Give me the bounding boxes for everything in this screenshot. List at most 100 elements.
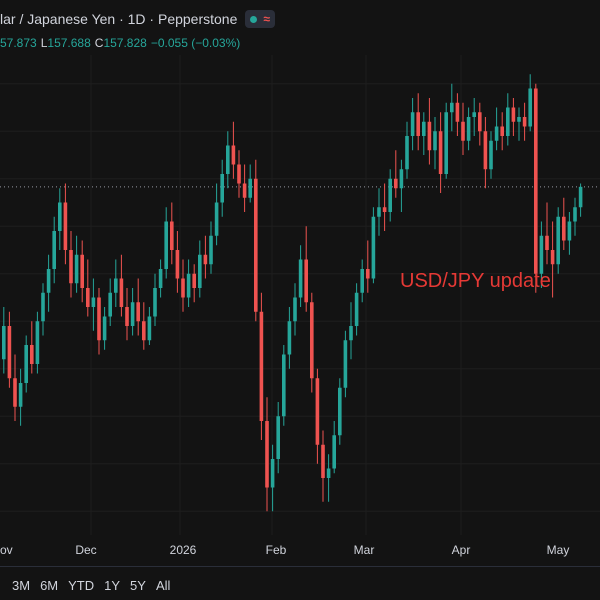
candle-body[interactable] — [209, 235, 213, 265]
candle-body[interactable] — [377, 207, 381, 217]
candle-body[interactable] — [444, 112, 448, 174]
candle-body[interactable] — [427, 121, 432, 151]
candle-body[interactable] — [522, 117, 527, 127]
candle-body[interactable] — [41, 292, 45, 322]
candle-body[interactable] — [511, 107, 516, 122]
candle-body[interactable] — [74, 254, 79, 284]
candle-body[interactable] — [550, 250, 555, 265]
candle-body[interactable] — [80, 254, 84, 288]
candle-body[interactable] — [461, 121, 465, 141]
candle-body[interactable] — [562, 216, 566, 241]
candle-body[interactable] — [310, 302, 314, 379]
candle-body[interactable] — [455, 102, 460, 122]
candle-body[interactable] — [399, 169, 404, 189]
candle-body[interactable] — [18, 383, 23, 407]
candle-body[interactable] — [494, 126, 499, 141]
candle-body[interactable] — [220, 174, 224, 203]
candle-body[interactable] — [175, 250, 180, 279]
candle-body[interactable] — [394, 178, 398, 189]
candle-body[interactable] — [556, 216, 560, 265]
range-5y-button[interactable]: 5Y — [130, 578, 146, 593]
candle-body[interactable] — [214, 202, 219, 236]
candle-body[interactable] — [153, 288, 157, 317]
candle-body[interactable] — [472, 112, 476, 117]
candle-body[interactable] — [130, 302, 135, 326]
candle-body[interactable] — [315, 378, 320, 445]
candle-body[interactable] — [545, 235, 549, 250]
candle-body[interactable] — [231, 145, 236, 165]
candle-body[interactable] — [186, 273, 191, 298]
candle-body[interactable] — [416, 112, 420, 136]
candle-body[interactable] — [198, 254, 202, 288]
candle-body[interactable] — [30, 345, 34, 364]
candle-body[interactable] — [366, 269, 370, 279]
candle-body[interactable] — [119, 278, 124, 308]
candle-body[interactable] — [293, 297, 297, 322]
candle-body[interactable] — [539, 235, 544, 274]
candle-body[interactable] — [7, 326, 12, 379]
candle-body[interactable] — [326, 468, 331, 479]
candle-body[interactable] — [226, 145, 230, 175]
candle-body[interactable] — [114, 278, 118, 293]
candle-body[interactable] — [489, 140, 493, 170]
candle-body[interactable] — [102, 316, 107, 341]
candle-body[interactable] — [382, 207, 387, 212]
candle-body[interactable] — [478, 112, 482, 132]
candle-body[interactable] — [332, 435, 336, 469]
candle-body[interactable] — [517, 117, 521, 122]
candle-body[interactable] — [2, 326, 6, 360]
candle-body[interactable] — [237, 164, 241, 184]
candle-body[interactable] — [248, 178, 252, 198]
candle-body[interactable] — [270, 459, 275, 488]
candle-body[interactable] — [534, 88, 538, 274]
candle-body[interactable] — [410, 112, 415, 136]
candle-body[interactable] — [203, 254, 208, 265]
candle-body[interactable] — [242, 183, 247, 198]
candle-body[interactable] — [108, 292, 112, 317]
candle-body[interactable] — [147, 316, 152, 341]
candle-body[interactable] — [24, 345, 28, 383]
candle-body[interactable] — [298, 259, 303, 298]
range-all-button[interactable]: All — [155, 578, 171, 593]
candle-body[interactable] — [371, 216, 376, 279]
candle-body[interactable] — [360, 269, 364, 293]
candle-body[interactable] — [46, 269, 51, 293]
candle-body[interactable] — [97, 297, 101, 341]
candle-body[interactable] — [438, 131, 443, 174]
candle-body[interactable] — [192, 273, 196, 288]
candle-body[interactable] — [528, 88, 532, 127]
candle-body[interactable] — [181, 278, 185, 298]
candle-body[interactable] — [433, 131, 437, 151]
candle-body[interactable] — [63, 202, 68, 251]
candle-body[interactable] — [58, 202, 62, 232]
candle-body[interactable] — [142, 321, 146, 341]
candle-body[interactable] — [136, 302, 140, 322]
candle-body[interactable] — [125, 307, 129, 326]
candle-body[interactable] — [254, 178, 258, 312]
candle-body[interactable] — [422, 121, 426, 136]
symbol-title[interactable]: lar / Japanese Yen · 1D · Pepperstone — [0, 11, 238, 27]
candle-body[interactable] — [69, 250, 73, 284]
candle-body[interactable] — [506, 107, 510, 137]
candle-body[interactable] — [304, 259, 308, 303]
candle-body[interactable] — [287, 321, 292, 355]
candle-body[interactable] — [321, 444, 325, 478]
candle-body[interactable] — [450, 102, 454, 113]
status-badge[interactable]: ≈ — [245, 10, 275, 28]
candle-body[interactable] — [158, 269, 163, 288]
candle-body[interactable] — [265, 421, 269, 488]
candle-body[interactable] — [52, 231, 56, 269]
candle-body[interactable] — [500, 126, 504, 137]
candle-body[interactable] — [276, 416, 280, 459]
candle-body[interactable] — [349, 326, 353, 341]
candle-body[interactable] — [483, 131, 488, 170]
range-3m-button[interactable]: 3M — [12, 578, 31, 593]
candle-body[interactable] — [573, 207, 577, 222]
candle-body[interactable] — [13, 378, 17, 407]
candle-body[interactable] — [282, 354, 286, 417]
candle-body[interactable] — [343, 340, 348, 388]
candle-body[interactable] — [405, 136, 409, 170]
candle-body[interactable] — [35, 321, 40, 364]
range-ytd-button[interactable]: YTD — [68, 578, 95, 593]
